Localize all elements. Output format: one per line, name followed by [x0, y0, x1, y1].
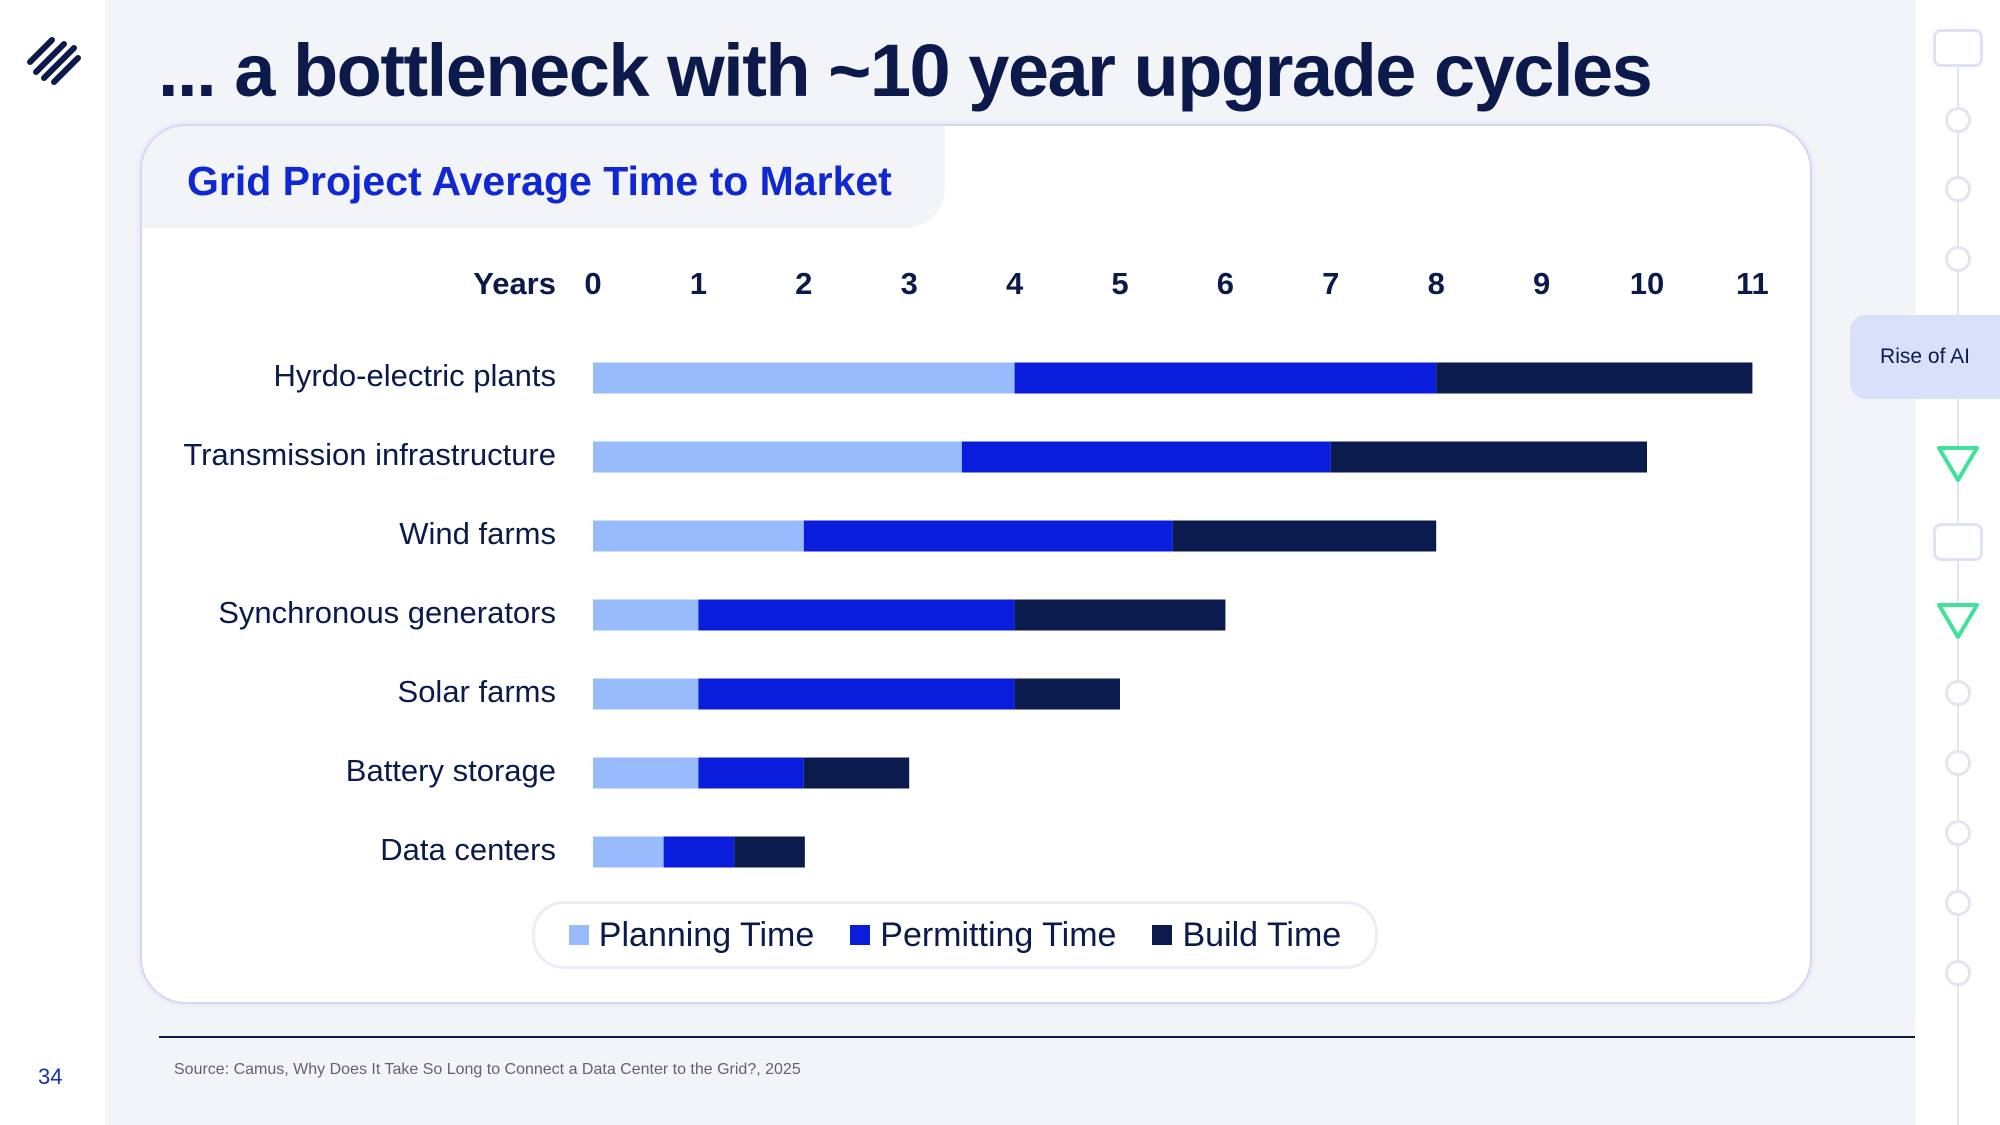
- triangle-marker-icon[interactable]: [1935, 444, 1981, 484]
- x-tick-label: 7: [1322, 266, 1339, 301]
- x-tick-label: 9: [1533, 266, 1550, 301]
- legend-swatch-permitting: [850, 925, 871, 945]
- bar-build-time-solar-farms: [1014, 678, 1120, 710]
- category-label: Transmission infrastructure: [183, 437, 556, 472]
- x-tick-label: 4: [1006, 266, 1024, 301]
- legend-label-build: Build Time: [1182, 915, 1342, 954]
- x-tick-label: 11: [1736, 266, 1769, 301]
- bar-permitting-time-battery-storage: [698, 757, 804, 789]
- legend-item-planning: Planning Time: [568, 915, 815, 955]
- bar-permitting-time-wind-farms: [803, 520, 1173, 552]
- bar-build-time-transmission-infrastructure: [1330, 441, 1647, 473]
- progress-node[interactable]: [1945, 820, 1971, 846]
- category-label: Hyrdo-electric plants: [273, 358, 556, 393]
- category-label: Solar farms: [398, 674, 556, 709]
- bar-planning-time-solar-farms: [593, 678, 699, 710]
- bar-planning-time-wind-farms: [593, 520, 804, 552]
- bar-permitting-time-synchronous-generators: [698, 599, 1015, 631]
- legend-item-build: Build Time: [1152, 916, 1341, 955]
- logo-icon: [27, 37, 81, 85]
- bar-planning-time-hyrdo-electric-plants: [593, 362, 1015, 394]
- progress-box-icon[interactable]: [1933, 523, 1983, 561]
- chart-title: Grid Project Average Time to Market: [187, 158, 892, 204]
- progress-node[interactable]: [1945, 890, 1971, 916]
- x-tick-label: 10: [1630, 266, 1664, 301]
- chart-card: Grid Project Average Time to Market Year…: [140, 124, 1812, 1004]
- bar-build-time-synchronous-generators: [1014, 599, 1226, 631]
- bar-permitting-time-transmission-infrastructure: [961, 441, 1331, 473]
- card-title-tab: Grid Project Average Time to Market: [142, 126, 945, 228]
- legend-item-permitting: Permitting Time: [850, 916, 1116, 955]
- nav-tab-rise-of-ai[interactable]: Rise of AI: [1850, 315, 2000, 399]
- x-tick-label: 2: [795, 266, 812, 301]
- legend-swatch-planning: [568, 925, 589, 945]
- progress-node[interactable]: [1945, 176, 1971, 202]
- left-rail: 34: [0, 0, 105, 1125]
- progress-node[interactable]: [1945, 960, 1971, 986]
- stacked-bar-chart: Years 0 1 2 3 4 5 6 7 8 9 10 11 Hyrdo-electric plants…: [183, 266, 1769, 868]
- bar-permitting-time-hyrdo-electric-plants: [1014, 362, 1437, 394]
- bar-planning-time-battery-storage: [593, 757, 699, 789]
- page-number: 34: [38, 1064, 63, 1089]
- x-tick-label: 6: [1217, 266, 1234, 301]
- chart-legend: Planning Time Permitting Time Build Time: [532, 901, 1378, 969]
- triangle-marker-icon[interactable]: [1935, 601, 1981, 641]
- bar-planning-time-transmission-infrastructure: [593, 441, 962, 473]
- bar-build-time-data-centers: [734, 836, 805, 868]
- footer-divider: [159, 1036, 1915, 1038]
- bar-build-time-wind-farms: [1172, 520, 1437, 552]
- progress-rail-line: [1957, 60, 1959, 1125]
- progress-node[interactable]: [1945, 750, 1971, 776]
- category-label: Synchronous generators: [218, 595, 556, 630]
- legend-swatch-build: [1152, 925, 1173, 945]
- category-label: Wind farms: [399, 516, 556, 551]
- category-label: Battery storage: [346, 753, 556, 788]
- bar-permitting-time-data-centers: [663, 836, 735, 868]
- x-tick-label: 1: [690, 266, 707, 301]
- category-label: Data centers: [380, 832, 556, 867]
- progress-node[interactable]: [1945, 680, 1971, 706]
- legend-label-planning: Planning Time: [598, 915, 815, 954]
- legend-label-permitting: Permitting Time: [880, 915, 1117, 954]
- progress-node[interactable]: [1945, 107, 1971, 133]
- bar-build-time-hyrdo-electric-plants: [1436, 362, 1753, 394]
- x-tick-label: 5: [1111, 266, 1128, 301]
- x-tick-label: 8: [1428, 266, 1445, 301]
- bar-build-time-battery-storage: [803, 757, 910, 789]
- source-note: Source: Camus, Why Does It Take So Long …: [174, 1061, 801, 1078]
- x-axis-label: Years: [473, 266, 556, 301]
- bar-permitting-time-solar-farms: [698, 678, 1015, 710]
- bar-planning-time-synchronous-generators: [593, 599, 699, 631]
- slide-title: ... a bottleneck with ~10 year upgrade c…: [158, 29, 1653, 112]
- x-tick-label: 3: [901, 266, 918, 301]
- bar-planning-time-data-centers: [593, 836, 664, 868]
- x-tick-label: 0: [584, 266, 601, 301]
- progress-box-icon[interactable]: [1933, 29, 1983, 67]
- progress-node[interactable]: [1945, 246, 1971, 272]
